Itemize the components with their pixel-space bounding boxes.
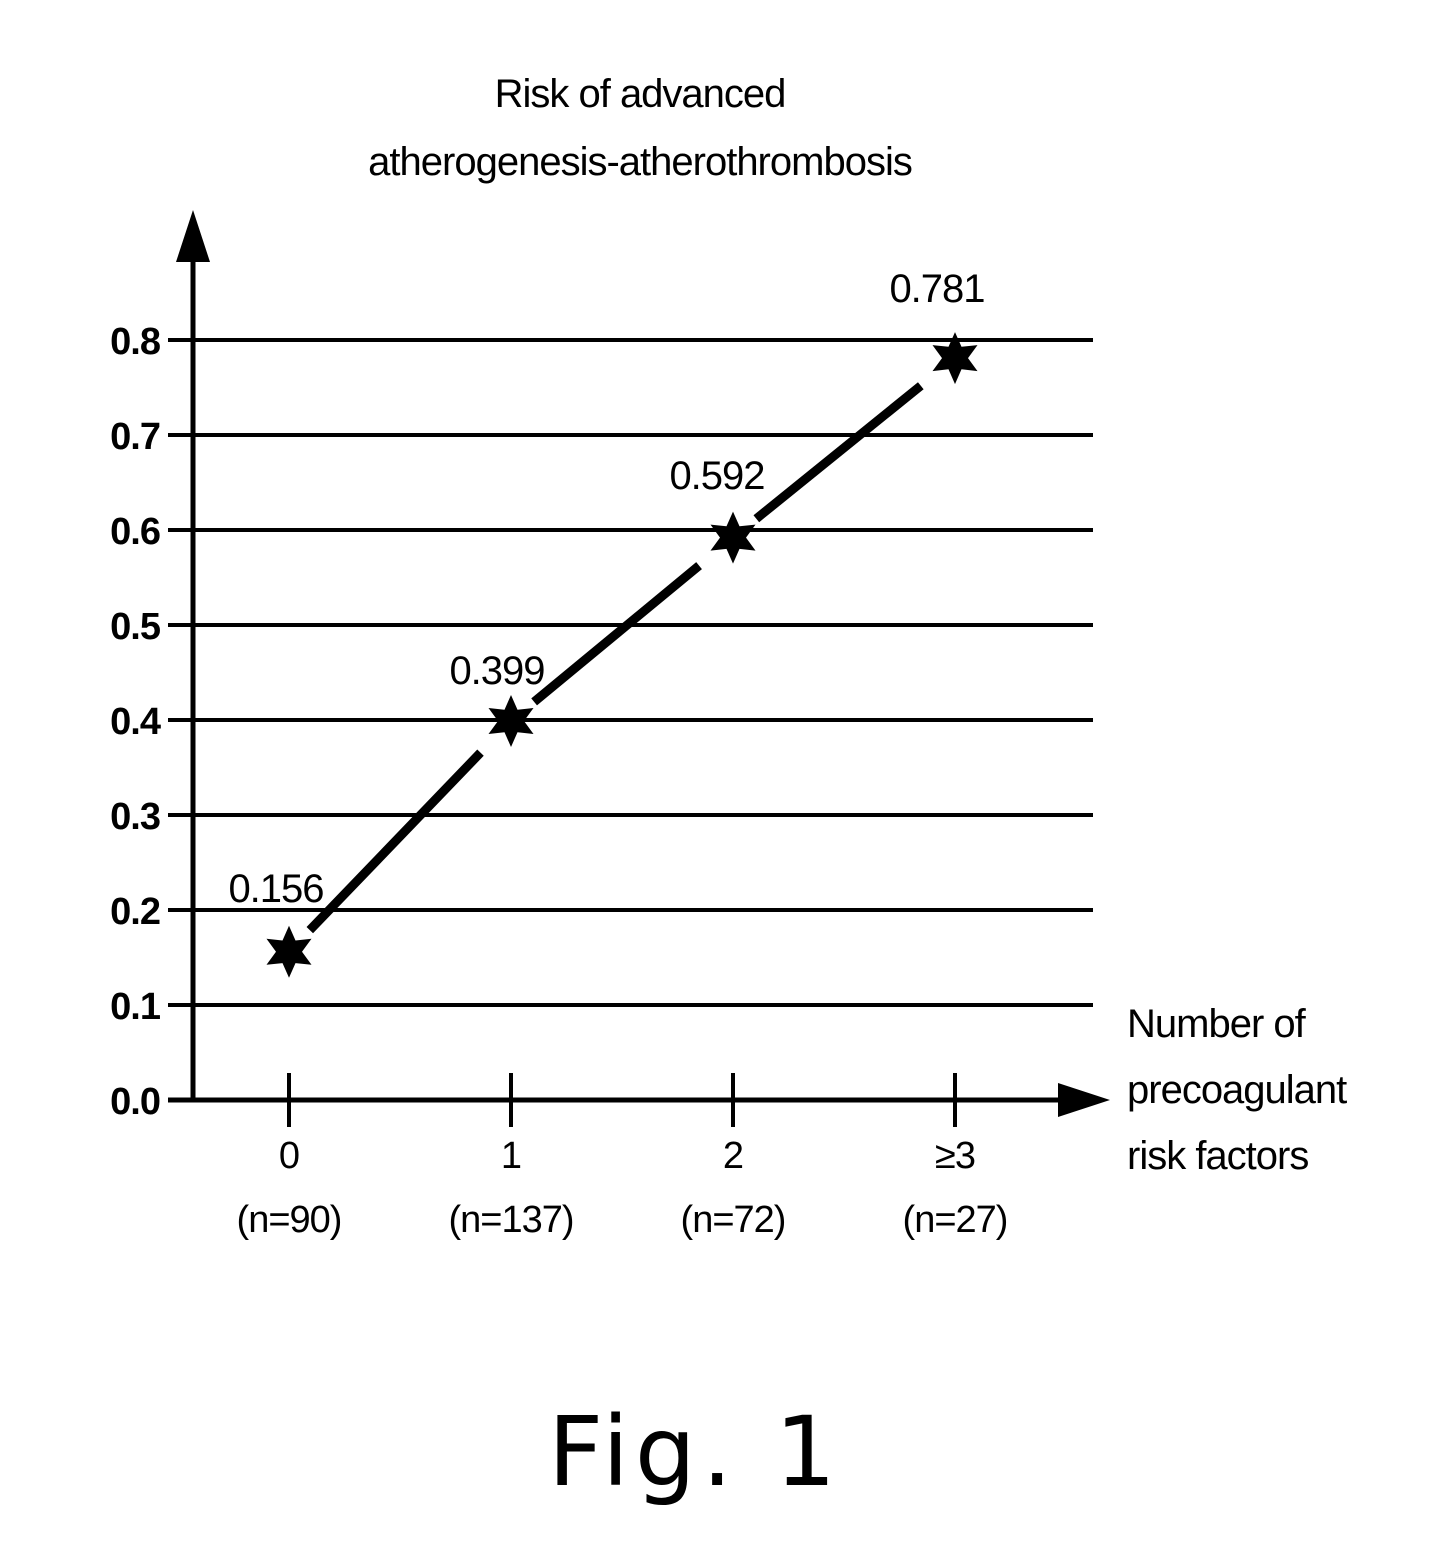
x-tick-label: 0 bbox=[279, 1135, 299, 1177]
y-tick-label: 0.4 bbox=[110, 701, 161, 743]
y-tick-label: 0.8 bbox=[110, 321, 160, 363]
data-label: 0.156 bbox=[228, 867, 323, 911]
y-tick-label: 0.3 bbox=[110, 796, 160, 838]
y-tick-labels: 0.0 0.1 0.2 0.3 0.4 0.5 0.6 0.7 0.8 bbox=[110, 321, 161, 1123]
series-segment bbox=[310, 753, 481, 931]
y-tick-label: 0.2 bbox=[110, 891, 160, 933]
y-tick-label: 0.1 bbox=[110, 986, 161, 1028]
x-axis-label-line-2: precoagulant bbox=[1127, 1068, 1347, 1112]
data-label: 0.781 bbox=[889, 267, 984, 311]
y-tick-label: 0.0 bbox=[110, 1081, 160, 1123]
x-axis-label-line-1: Number of bbox=[1127, 1002, 1307, 1046]
star-marker-icon bbox=[267, 926, 312, 978]
data-label: 0.399 bbox=[449, 649, 544, 693]
y-tick-label: 0.6 bbox=[110, 511, 160, 553]
x-tick-label: 1 bbox=[501, 1135, 521, 1177]
data-label: 0.592 bbox=[669, 454, 764, 498]
x-tick-count: (n=27) bbox=[903, 1199, 1008, 1241]
x-axis-arrow-icon bbox=[1058, 1083, 1110, 1117]
x-tick-count: (n=72) bbox=[681, 1199, 786, 1241]
series-line bbox=[267, 332, 978, 978]
x-tick-count: (n=90) bbox=[237, 1199, 342, 1241]
x-tick-labels: 0 (n=90) 1 (n=137) 2 (n=72) ≥3 (n=27) bbox=[237, 1135, 1008, 1241]
x-axis-label: Number of precoagulant risk factors bbox=[1127, 1002, 1347, 1178]
star-marker-icon bbox=[711, 512, 756, 564]
chart-title-line-1: Risk of advanced bbox=[495, 72, 786, 116]
y-tick-label: 0.7 bbox=[110, 416, 160, 458]
x-tick-count: (n=137) bbox=[448, 1199, 573, 1241]
x-tick-label: 2 bbox=[723, 1135, 743, 1177]
figure-label: Fig. 1 bbox=[548, 1396, 842, 1508]
series-segment bbox=[534, 566, 699, 702]
series-segment bbox=[756, 386, 920, 519]
x-tick-label: ≥3 bbox=[935, 1135, 975, 1177]
chart-title-line-2: atherogenesis-atherothrombosis bbox=[368, 140, 912, 184]
chart-title: Risk of advanced atherogenesis-atherothr… bbox=[368, 72, 912, 184]
x-axis-label-line-3: risk factors bbox=[1127, 1134, 1308, 1178]
y-tick-label: 0.5 bbox=[110, 606, 161, 648]
y-axis-arrow-icon bbox=[176, 210, 210, 262]
